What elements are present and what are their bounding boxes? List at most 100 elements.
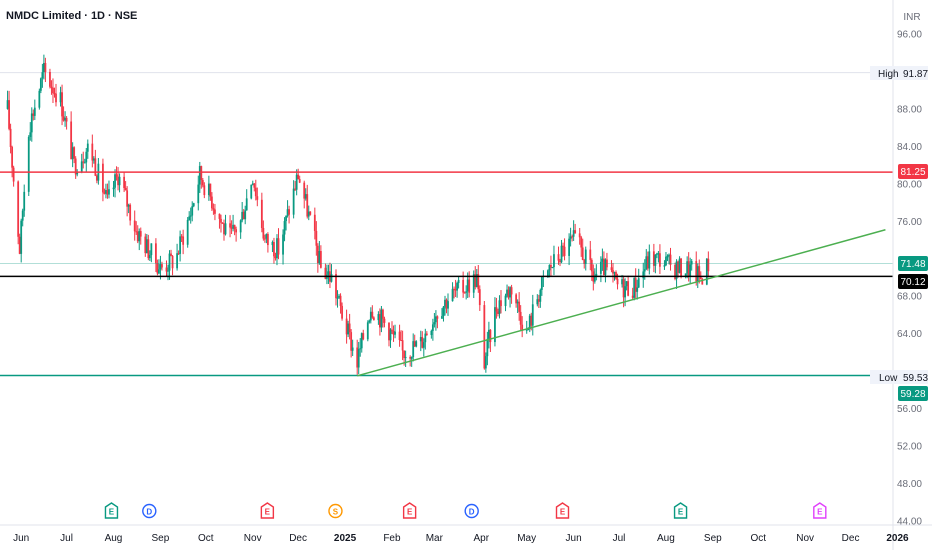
- candle: [61, 84, 63, 126]
- candle: [263, 234, 266, 243]
- candle: [253, 183, 256, 192]
- candle: [451, 282, 454, 302]
- event-marker-icon[interactable]: E: [813, 502, 827, 519]
- candle: [392, 325, 395, 342]
- candle: [357, 341, 360, 375]
- candle: [82, 151, 85, 169]
- candle: [341, 302, 343, 321]
- candle: [574, 223, 577, 234]
- candle: [345, 309, 348, 344]
- candle: [369, 307, 372, 324]
- candle: [518, 292, 521, 321]
- candle: [419, 330, 422, 352]
- candle: [126, 186, 129, 217]
- candle: [297, 168, 300, 180]
- candle: [221, 222, 224, 224]
- event-marker-icon[interactable]: E: [673, 502, 688, 519]
- candle: [584, 246, 587, 271]
- candle: [250, 184, 253, 200]
- candle: [519, 305, 522, 332]
- candle: [138, 228, 141, 251]
- candle: [484, 352, 487, 373]
- event-marker-icon[interactable]: E: [104, 502, 119, 519]
- time-axis[interactable]: Jun Jul Aug Sep Oct Nov Dec 2025 Feb Mar Apr May Jun…: [0, 524, 932, 544]
- x-tick-label: Nov: [244, 533, 262, 544]
- event-marker-icon[interactable]: E: [260, 502, 275, 519]
- candle: [536, 294, 539, 307]
- candle: [701, 277, 704, 285]
- candle: [71, 142, 74, 168]
- candle: [441, 308, 443, 319]
- candle: [388, 322, 390, 347]
- candle: [462, 271, 465, 298]
- candle: [589, 240, 592, 271]
- candle: [474, 266, 477, 290]
- candle: [540, 276, 543, 296]
- candle: [242, 209, 245, 220]
- x-tick-label: Sep: [704, 533, 722, 544]
- candle: [412, 333, 415, 362]
- candle: [74, 156, 77, 179]
- x-tick-label: Apr: [473, 533, 489, 544]
- x-tick-label: Dec: [289, 533, 307, 544]
- low-label: Low: [879, 373, 898, 384]
- candle: [571, 234, 574, 242]
- event-marker-icon[interactable]: D: [464, 503, 479, 519]
- candle: [159, 255, 162, 280]
- candle: [601, 248, 604, 271]
- candle: [233, 224, 236, 236]
- candle: [44, 57, 47, 83]
- candle: [642, 262, 645, 288]
- candle: [652, 243, 655, 273]
- candle: [636, 279, 639, 300]
- candle: [680, 257, 683, 279]
- candle: [144, 233, 147, 257]
- candle: [200, 165, 203, 189]
- candle: [70, 111, 73, 160]
- candle: [9, 123, 12, 154]
- price-axis[interactable]: 96.00 88.00 84.00 80.00 76.00 68.00 64.00 56.00…: [892, 0, 922, 550]
- candle: [421, 331, 424, 349]
- y-tick-label: 48.00: [897, 479, 922, 490]
- candle: [154, 238, 157, 272]
- candle: [362, 329, 365, 341]
- event-marker-icon[interactable]: E: [555, 502, 570, 519]
- x-tick-label: Aug: [105, 533, 123, 544]
- candle: [150, 243, 153, 263]
- candle: [347, 320, 350, 338]
- event-marker-icon[interactable]: D: [142, 503, 157, 519]
- candle: [313, 207, 316, 240]
- event-marker-icon[interactable]: E: [402, 502, 417, 519]
- candle: [625, 281, 628, 291]
- candle: [139, 227, 142, 245]
- candle: [288, 205, 290, 224]
- candle: [675, 259, 678, 289]
- candle: [92, 156, 95, 164]
- y-tick-label: 76.00: [897, 217, 922, 228]
- candle: [223, 219, 225, 241]
- candle: [507, 286, 510, 300]
- currency-label: INR: [903, 12, 920, 23]
- candle: [170, 249, 172, 257]
- candle: [285, 215, 287, 231]
- event-marker-icon[interactable]: S: [328, 503, 343, 519]
- candle: [509, 286, 511, 308]
- candle: [176, 243, 178, 271]
- candle: [165, 260, 168, 277]
- candle: [53, 87, 56, 98]
- candle: [145, 233, 148, 254]
- candle: [102, 158, 104, 202]
- candle: [307, 205, 310, 221]
- svg-text:D: D: [146, 508, 152, 517]
- x-tick-label: Mar: [426, 533, 444, 544]
- candle: [510, 284, 513, 304]
- x-tick-label: May: [517, 533, 536, 544]
- y-tick-label: 68.00: [897, 292, 922, 303]
- candle: [30, 107, 33, 142]
- x-tick-label: Jun: [13, 533, 29, 544]
- candle: [456, 281, 458, 298]
- svg-text:E: E: [407, 508, 413, 517]
- candle: [525, 320, 528, 334]
